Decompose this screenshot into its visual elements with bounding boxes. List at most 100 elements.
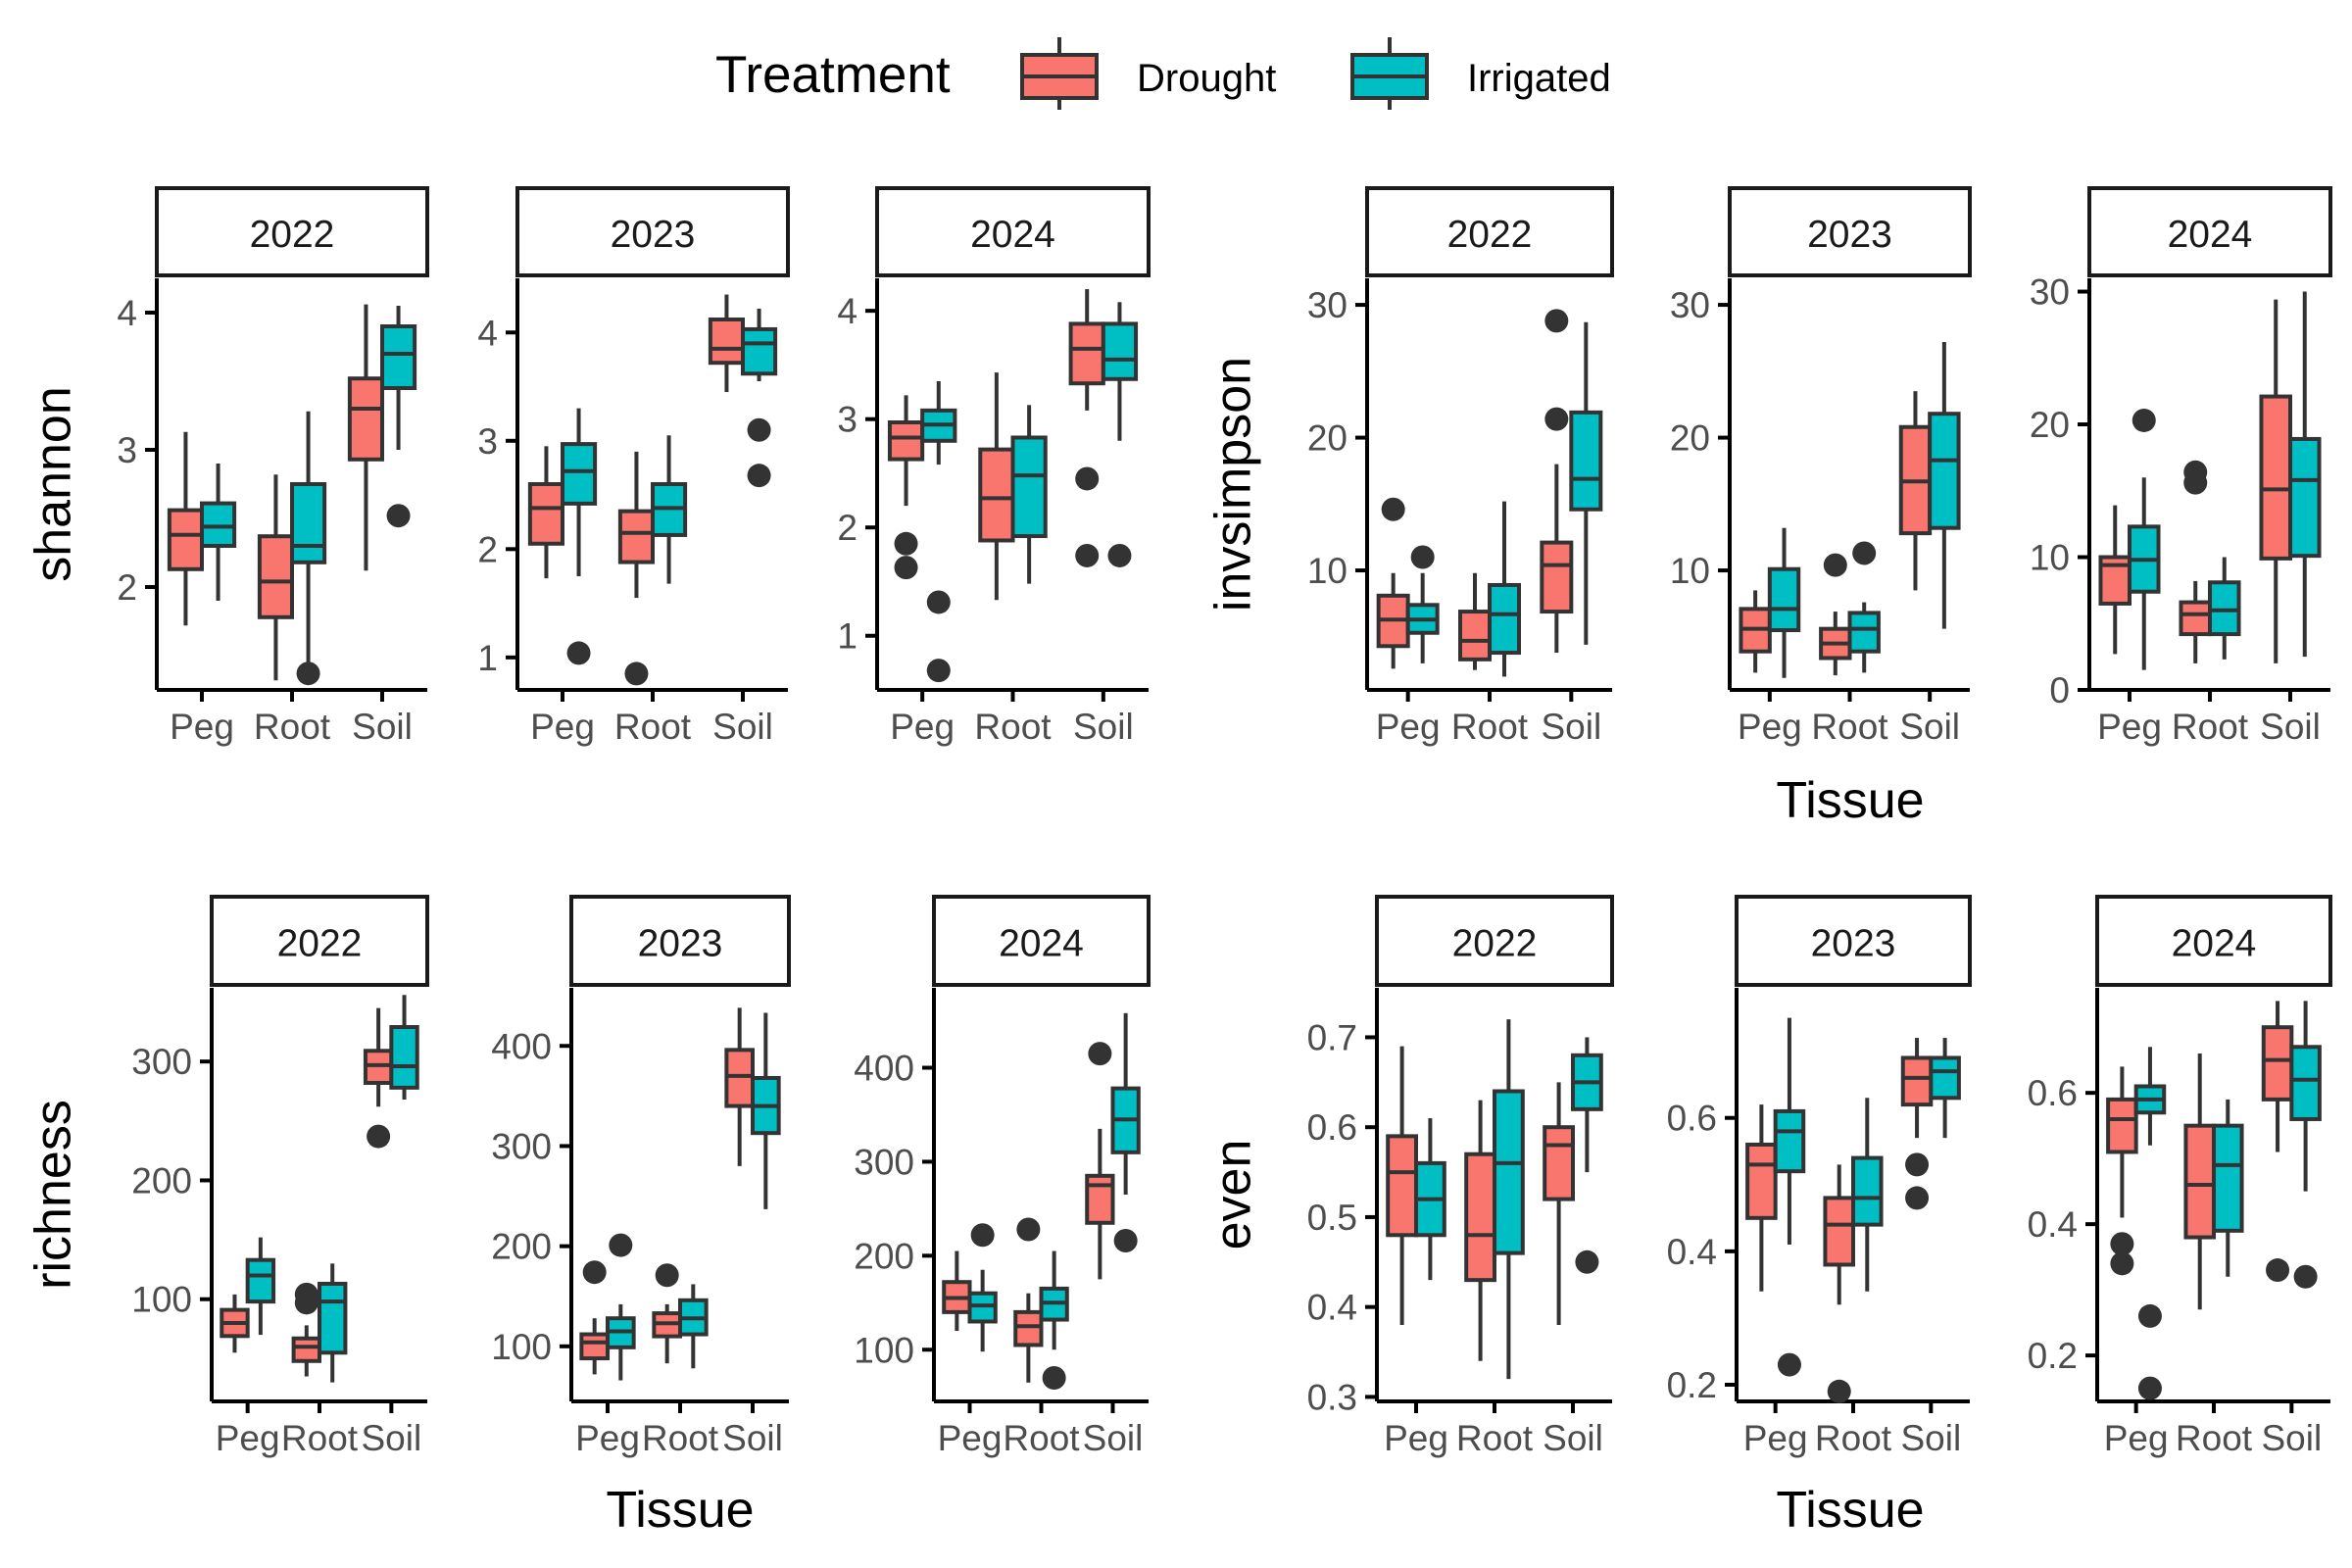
outlier-point — [1016, 1217, 1041, 1242]
y-tick-label: 200 — [131, 1160, 192, 1200]
x-tick-label: Peg — [1738, 707, 1802, 747]
panel-invsimpson-2023: 2023 10 20 30 Peg Root Soil — [1670, 186, 1972, 747]
box-drought-root — [291, 1282, 322, 1377]
facet-strip — [569, 895, 791, 987]
y-tick-label: 0.4 — [1307, 1288, 1357, 1328]
box-drought-root — [2179, 460, 2212, 663]
x-tick-label: Root — [614, 707, 692, 747]
box-irrigated-soil — [2288, 291, 2322, 658]
facet-strip — [155, 186, 429, 277]
outlier-point — [2266, 1258, 2290, 1283]
y-tick-label: 4 — [117, 293, 137, 333]
facet-strip — [1735, 895, 1972, 987]
outlier-point — [926, 590, 951, 614]
box-irrigated-soil — [380, 306, 417, 528]
box-iqr — [2259, 394, 2292, 561]
outlier-point — [2110, 1232, 2134, 1256]
outlier-point — [747, 417, 771, 442]
outlier-point — [1827, 1379, 1851, 1403]
box-drought-soil — [708, 294, 746, 393]
facet-strip-label: 2022 — [277, 923, 363, 965]
box-irrigated-peg — [200, 464, 237, 601]
box-iqr — [347, 376, 385, 462]
box-iqr — [978, 447, 1015, 543]
y-tick-label: 0.6 — [1667, 1099, 1717, 1139]
y-axis-title: shannon — [25, 386, 82, 582]
box-irrigated-peg — [1773, 1017, 1806, 1377]
box-irrigated-root — [678, 1284, 709, 1369]
y-axis-title: invsimpson — [1205, 357, 1262, 612]
y-tick-label: 300 — [491, 1126, 552, 1166]
outlier-point — [2293, 1264, 2318, 1289]
y-tick-label: 30 — [2030, 272, 2070, 313]
outlier-point — [747, 464, 771, 488]
y-tick-label: 4 — [477, 313, 498, 353]
legend-label-irrigated: Irrigated — [1467, 57, 1611, 100]
box-irrigated-soil — [1929, 1038, 1961, 1139]
panel-even-2023: 2023 0.2 0.4 0.6 Peg Root Soil — [1667, 895, 1972, 1458]
box-iqr — [200, 501, 237, 548]
box-iqr — [1464, 1152, 1496, 1283]
y-tick-label: 300 — [131, 1042, 192, 1082]
facet-strip-label: 2023 — [638, 923, 723, 965]
x-axis-title: Tissue — [1776, 1482, 1924, 1539]
y-tick-label: 2 — [117, 567, 137, 608]
y-tick-label: 100 — [131, 1280, 192, 1320]
y-tick-label: 200 — [854, 1236, 914, 1276]
y-tick-label: 100 — [854, 1330, 914, 1370]
outlier-point — [2183, 470, 2208, 495]
box-drought-root — [257, 474, 295, 681]
box-iqr — [1900, 1055, 1934, 1107]
x-tick-label: Soil — [1073, 707, 1134, 747]
box-drought-peg — [1739, 590, 1772, 673]
y-tick-label: 20 — [2030, 405, 2070, 445]
box-drought-soil — [363, 1007, 394, 1149]
box-iqr — [2208, 580, 2241, 637]
treatment-legend: Treatment Drought Irrigated — [715, 37, 1611, 110]
legend-title: Treatment — [715, 46, 951, 104]
box-iqr — [380, 324, 417, 390]
y-tick-label: 0.6 — [2028, 1073, 2078, 1113]
box-drought-soil — [724, 1007, 755, 1166]
box-irrigated-root — [1847, 541, 1881, 673]
outlier-point — [1823, 553, 1847, 577]
outlier-point — [2137, 1376, 2162, 1400]
x-tick-label: Root — [1815, 1418, 1892, 1458]
box-iqr — [2183, 1123, 2216, 1240]
box-drought-soil — [1068, 289, 1105, 567]
y-tick-label: 10 — [1307, 551, 1348, 591]
x-tick-label: Soil — [722, 1418, 783, 1458]
box-drought-peg — [579, 1260, 610, 1375]
box-drought-soil — [2261, 1001, 2294, 1283]
x-tick-label: Soil — [1083, 1418, 1144, 1458]
x-tick-label: Peg — [890, 707, 955, 747]
y-tick-label: 1 — [477, 638, 498, 678]
panel-even-2024: 2024 0.2 0.4 0.6 Peg Root Soil — [2028, 895, 2332, 1458]
box-irrigated-root — [2208, 557, 2241, 660]
box-iqr — [2289, 1045, 2322, 1121]
y-tick-label: 30 — [1670, 285, 1710, 325]
box-iqr — [318, 1281, 348, 1355]
y-tick-label: 2 — [837, 508, 858, 548]
x-tick-label: Root — [1811, 707, 1888, 747]
box-drought-peg — [942, 1250, 972, 1332]
box-iqr — [741, 326, 778, 376]
x-tick-label: Peg — [216, 1418, 280, 1458]
y-tick-label: 0.2 — [2028, 1336, 2078, 1376]
legend-key-irrigated — [1350, 37, 1429, 110]
x-tick-label: Peg — [530, 707, 595, 747]
x-tick-label: Root — [1456, 1418, 1534, 1458]
box-irrigated-root — [1039, 1250, 1069, 1391]
box-iqr — [617, 509, 656, 564]
y-tick-label: 0.5 — [1307, 1198, 1357, 1238]
box-iqr — [1101, 321, 1139, 381]
y-tick-label: 400 — [491, 1026, 552, 1066]
panel-invsimpson-2024: 2024 0 10 20 30 Peg Root Soil — [2030, 186, 2332, 747]
box-iqr — [1928, 412, 1961, 530]
box-irrigated-root — [318, 1263, 348, 1383]
box-iqr — [1493, 1089, 1525, 1255]
box-drought-root — [978, 372, 1015, 601]
